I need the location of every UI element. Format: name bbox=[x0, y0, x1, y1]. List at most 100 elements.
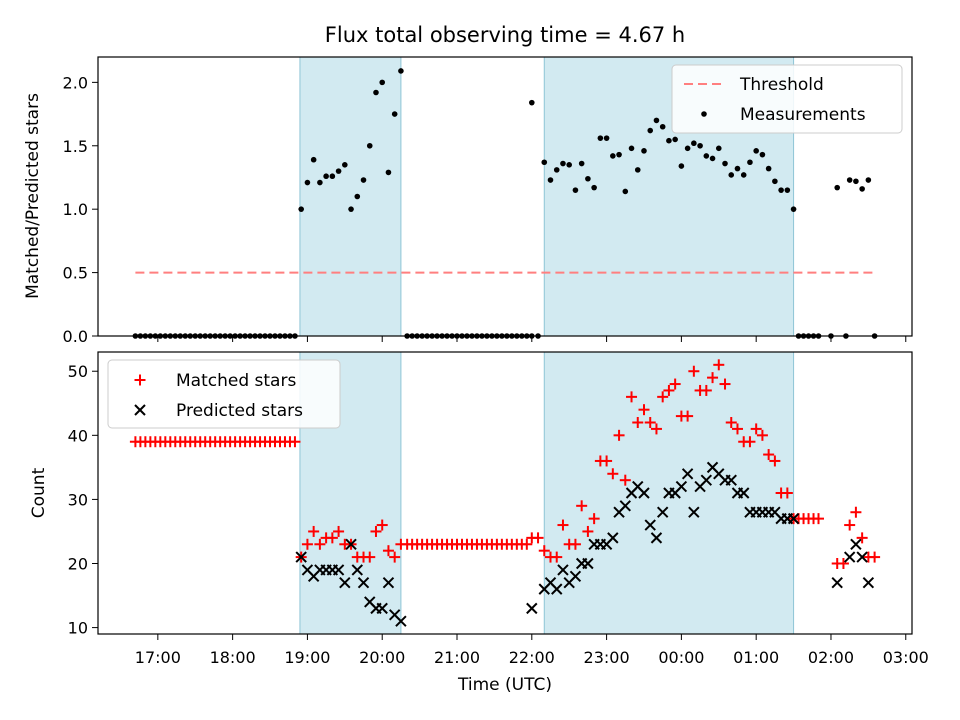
matched-point bbox=[582, 525, 594, 537]
legend-box bbox=[671, 64, 903, 134]
matched-point bbox=[756, 429, 768, 441]
predicted-point bbox=[351, 564, 363, 576]
matched-point bbox=[707, 372, 719, 384]
predicted-point-b bbox=[843, 551, 856, 563]
x-tick-label: 19:00 bbox=[284, 648, 330, 667]
matched-point bbox=[844, 519, 856, 531]
measurement-point bbox=[653, 117, 660, 124]
matched-point bbox=[326, 532, 338, 544]
measurement-point bbox=[298, 206, 304, 212]
predicted-point-b bbox=[357, 577, 370, 589]
predicted-point-b bbox=[850, 538, 862, 550]
measurement-point bbox=[610, 153, 616, 159]
matched-point bbox=[688, 365, 700, 377]
predicted-point bbox=[357, 577, 370, 589]
x-tick-label: 03:00 bbox=[883, 648, 929, 667]
predicted-point-b bbox=[656, 506, 669, 518]
predicted-point bbox=[700, 474, 713, 486]
matched-point bbox=[725, 417, 737, 428]
matched-point bbox=[557, 519, 569, 531]
measurement-point bbox=[747, 159, 753, 166]
predicted-point-b bbox=[681, 468, 694, 480]
predicted-point-b bbox=[582, 557, 594, 570]
measurement-point bbox=[560, 160, 566, 167]
legend-matched-label: Matched stars bbox=[176, 371, 296, 391]
predicted-point-b bbox=[675, 480, 688, 493]
matched-point bbox=[850, 506, 862, 518]
predicted-point bbox=[345, 538, 357, 550]
matched-point bbox=[569, 538, 581, 550]
predicted-point bbox=[557, 564, 569, 576]
observing-window bbox=[299, 56, 402, 337]
measurement-point bbox=[335, 168, 342, 174]
predicted-point-b bbox=[351, 564, 363, 576]
predicted-points bbox=[295, 461, 875, 627]
predicted-point bbox=[787, 512, 800, 525]
legend-measurement-label: Measurements bbox=[740, 105, 866, 125]
matched-point bbox=[837, 558, 849, 569]
predicted-point bbox=[656, 506, 669, 518]
ratio-y-ticks: 0.0 0.5 1.0 1.5 2.0 bbox=[63, 73, 98, 346]
measurement-point bbox=[578, 160, 585, 167]
predicted-point-b bbox=[713, 468, 725, 480]
measurement-point bbox=[834, 184, 841, 191]
predicted-point-b bbox=[638, 487, 650, 499]
matched-point bbox=[376, 519, 388, 531]
predicted-point bbox=[688, 506, 700, 518]
matched-point bbox=[682, 410, 694, 422]
predicted-point bbox=[725, 474, 737, 486]
predicted-point bbox=[638, 487, 650, 499]
y-tick-label: 2.0 bbox=[63, 73, 88, 92]
matched-point bbox=[301, 538, 313, 550]
ratio-panel: 0.00.51.01.52.0 Matched/Predicted stars … bbox=[23, 56, 913, 346]
x-tick-label: 22:00 bbox=[509, 648, 555, 667]
measurement-point bbox=[790, 206, 797, 212]
measurement-point bbox=[616, 151, 622, 158]
predicted-point-b bbox=[831, 577, 843, 589]
predicted-point-b bbox=[650, 532, 663, 544]
matched-point bbox=[713, 359, 725, 371]
measurement-point bbox=[678, 163, 685, 169]
matched-point bbox=[769, 455, 781, 467]
legend-measurement-swatch bbox=[701, 111, 707, 117]
measurement-point bbox=[597, 135, 604, 141]
predicted-point bbox=[582, 557, 594, 570]
measurement-point bbox=[348, 206, 354, 212]
x-tick-label: 23:00 bbox=[584, 648, 630, 667]
measurement-point bbox=[765, 165, 772, 172]
y-tick-label: 30 bbox=[68, 490, 88, 509]
matched-point bbox=[382, 545, 394, 557]
matched-point bbox=[781, 487, 793, 499]
predicted-point-b bbox=[769, 506, 781, 518]
matched-point bbox=[521, 538, 533, 550]
predicted-point bbox=[551, 583, 563, 595]
count-legend: Matched stars Predicted stars bbox=[107, 359, 341, 429]
measurement-point bbox=[366, 142, 373, 149]
measurement-point bbox=[634, 167, 641, 173]
matched-point bbox=[644, 417, 656, 428]
predicted-point-b bbox=[395, 615, 407, 627]
predicted-point bbox=[526, 602, 538, 615]
measurement-point bbox=[647, 127, 654, 134]
y-tick-label: 1.5 bbox=[63, 137, 88, 156]
matched-points bbox=[129, 359, 881, 569]
predicted-point-b bbox=[738, 487, 750, 499]
measurement-point bbox=[317, 179, 323, 186]
measurement-point bbox=[684, 145, 691, 152]
predicted-point-b bbox=[787, 512, 800, 525]
measurement-point bbox=[529, 99, 535, 106]
y-tick-label: 10 bbox=[68, 619, 88, 638]
x-tick-label: 00:00 bbox=[658, 648, 704, 667]
predicted-point-b bbox=[862, 577, 875, 589]
matched-point bbox=[657, 391, 669, 403]
time-x-ticks: 17:00 18:00 19:00 20:00 21:00 22:00 23:00 00:00… bbox=[135, 336, 929, 667]
predicted-point-b bbox=[557, 564, 569, 576]
measurement-point bbox=[740, 172, 747, 178]
predicted-point bbox=[607, 532, 619, 544]
predicted-point bbox=[738, 487, 750, 499]
x-tick-label: 20:00 bbox=[359, 648, 405, 667]
matched-point bbox=[538, 545, 550, 557]
measurement-point bbox=[379, 79, 386, 86]
count-y-axis-label: Count bbox=[29, 467, 49, 518]
